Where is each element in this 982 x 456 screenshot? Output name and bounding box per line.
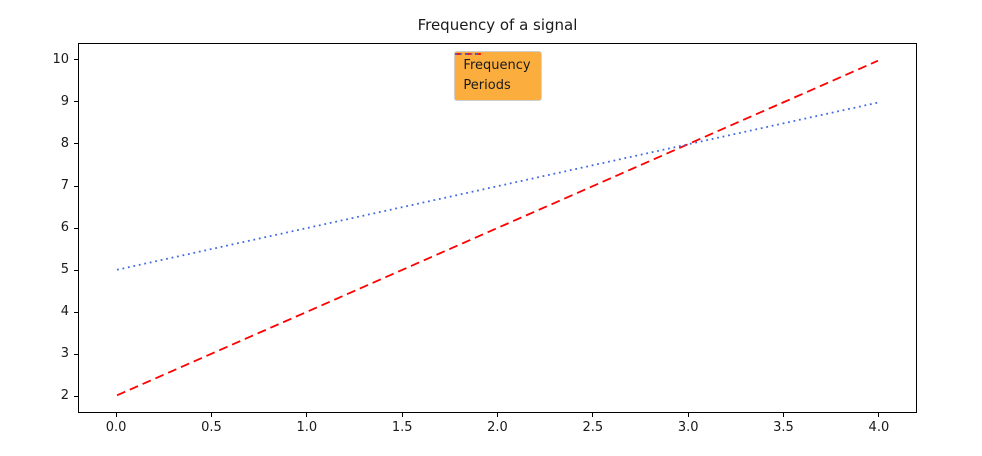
series-line-periods	[116, 101, 879, 271]
y-tick-label: 9	[60, 93, 69, 109]
series-line-frequency	[116, 59, 879, 397]
y-tick-label: 8	[60, 135, 69, 151]
y-tick-mark	[74, 59, 78, 61]
x-tick-label: 3.5	[773, 420, 794, 435]
y-tick-label: 2	[60, 388, 69, 404]
legend: Frequency Periods	[453, 51, 542, 101]
x-tick-mark	[592, 413, 594, 417]
plot-area: Frequency Periods	[78, 43, 917, 413]
x-tick-mark	[878, 413, 880, 417]
x-tick-mark	[783, 413, 784, 417]
x-tick-mark	[401, 413, 403, 417]
y-tick-mark	[74, 353, 78, 355]
legend-label: Periods	[463, 78, 511, 93]
y-tick-mark	[74, 185, 78, 187]
plot-svg	[116, 59, 879, 397]
x-tick-label: 1.5	[391, 420, 413, 435]
y-axis: 2 3 4 5 6 7 8 9 10	[0, 43, 78, 413]
x-tick-mark	[211, 413, 212, 417]
x-tick-label: 2.5	[582, 420, 604, 435]
y-tick-label: 7	[60, 178, 69, 193]
legend-line-sample-periods	[454, 53, 481, 55]
y-tick-label: 3	[60, 346, 69, 362]
y-tick-mark	[74, 311, 78, 313]
chart-title: Frequency of a signal	[417, 16, 578, 34]
y-tick-mark	[74, 269, 78, 271]
x-tick-mark	[306, 413, 308, 417]
x-tick-label: 2.0	[487, 420, 508, 435]
legend-label: Frequency	[463, 58, 531, 73]
x-tick-label: 4.0	[868, 420, 890, 435]
y-tick-label: 6	[60, 220, 69, 235]
y-tick-label: 10	[52, 51, 69, 67]
y-tick-mark	[74, 143, 78, 145]
y-tick-label: 4	[60, 304, 69, 320]
x-axis: 0.0 0.5 1.0 1.5 2.0 2.5 3.0 3.5 4.0	[78, 413, 917, 453]
x-tick-label: 1.0	[296, 420, 318, 435]
x-tick-mark	[497, 413, 498, 417]
y-tick-mark	[74, 101, 78, 103]
x-tick-label: 0.5	[201, 420, 222, 435]
y-tick-label: 5	[60, 262, 69, 277]
x-tick-mark	[687, 413, 689, 417]
y-tick-mark	[74, 395, 78, 397]
legend-item-periods: Periods	[454, 53, 530, 93]
x-tick-label: 0.0	[105, 420, 127, 435]
x-tick-label: 3.0	[677, 420, 699, 435]
x-tick-mark	[115, 413, 117, 417]
y-tick-mark	[74, 227, 78, 229]
